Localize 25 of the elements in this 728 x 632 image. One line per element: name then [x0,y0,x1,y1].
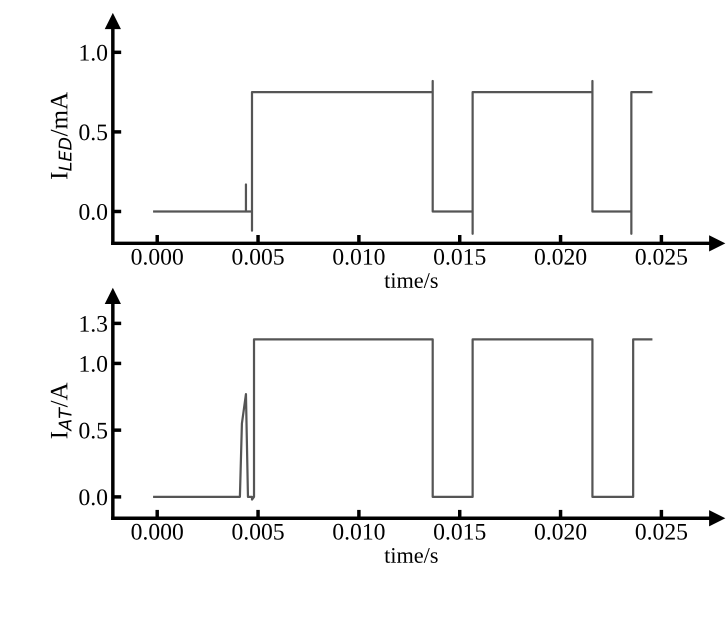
x-tick-label: 0.010 [333,248,385,265]
y-tick-label: 1.0 [80,44,108,61]
x-axis-title: time/s [384,273,438,288]
x-tick-label: 0.005 [232,248,284,265]
y-tick-label: 0.0 [79,204,108,220]
x-tick-label: 0.020 [534,524,586,540]
x-tick-label: 0.000 [132,248,183,265]
x-tick-label: 0.010 [333,524,385,540]
x-tick-label: 0.020 [534,248,586,265]
line-series [153,80,652,235]
x-tick-label: 0.015 [434,248,486,265]
y-axis-title: I$_{AT}$/A [50,382,72,438]
x-tick-label: 0.015 [434,524,486,540]
y-tick-label: 1.3 [80,316,108,332]
y-tick-label: 0.0 [79,489,108,506]
y-axis-title: I$_{LED}$/mA [50,92,72,179]
y-tick-label: 1.0 [80,356,108,372]
y-tick-label: 0.5 [79,124,108,140]
x-tick-label: 0.025 [636,524,688,540]
x-tick-label: 0.025 [636,248,688,265]
x-axis-title: time/s [384,548,438,563]
x-tick-label: 0.000 [132,524,183,540]
line-series [153,338,652,501]
x-tick-label: 0.005 [232,524,284,540]
y-tick-label: 0.5 [79,422,108,439]
